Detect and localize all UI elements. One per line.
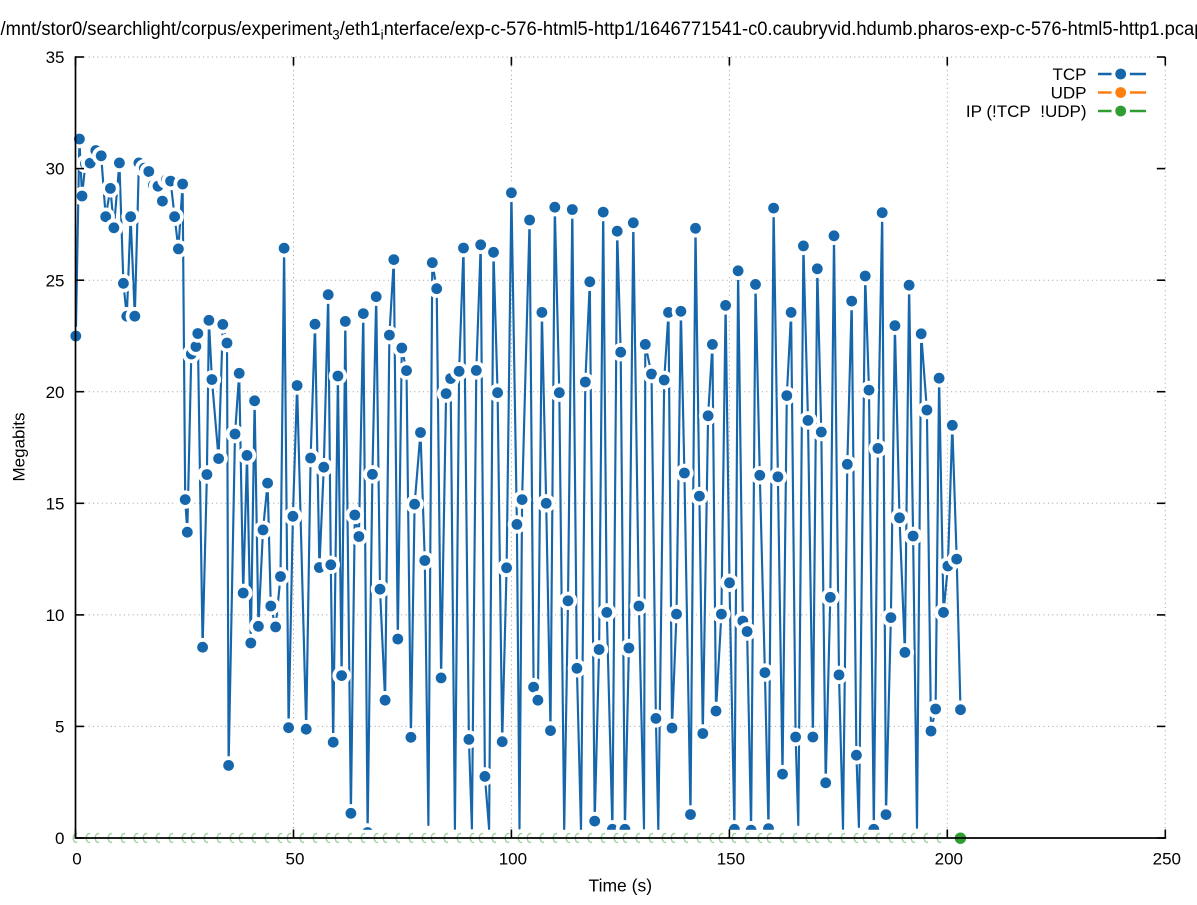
svg-text:TCP: TCP [1053,65,1087,84]
svg-text:0: 0 [55,829,64,848]
svg-text:200: 200 [935,850,963,869]
svg-text:Time (s): Time (s) [589,875,653,895]
svg-text:30: 30 [46,160,65,179]
svg-text:35: 35 [46,48,65,67]
svg-text:/mnt/stor0/searchlight/corpus/: /mnt/stor0/searchlight/corpus/experiment… [1,19,1197,43]
svg-text:0: 0 [72,850,81,869]
svg-text:250: 250 [1153,850,1181,869]
svg-text:10: 10 [46,606,65,625]
svg-text:5: 5 [55,718,64,737]
svg-text:Megabits: Megabits [10,413,29,482]
svg-text:15: 15 [46,494,65,513]
svg-text:25: 25 [46,271,65,290]
svg-text:50: 50 [286,850,305,869]
svg-text:UDP: UDP [1051,84,1087,103]
svg-text:100: 100 [499,850,527,869]
svg-text:IP (!TCP !UDP): IP (!TCP !UDP) [966,102,1087,121]
svg-text:20: 20 [46,383,65,402]
svg-text:150: 150 [717,850,745,869]
